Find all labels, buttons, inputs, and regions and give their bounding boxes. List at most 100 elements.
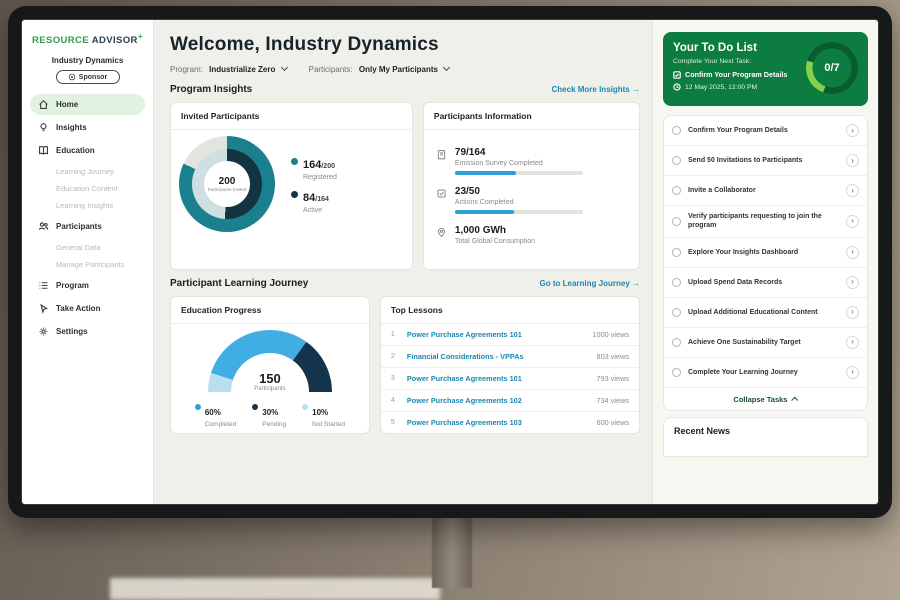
sidebar-item-learning-insights[interactable]: Learning Insights bbox=[56, 201, 114, 211]
lesson-link[interactable]: Power Purchase Agreements 101 bbox=[406, 330, 522, 339]
sidebar-item-insights[interactable]: Insights bbox=[30, 117, 145, 138]
radio-unchecked-icon[interactable] bbox=[672, 156, 681, 165]
legend-total: /164 bbox=[315, 195, 329, 203]
info-label: Emission Survey Completed bbox=[454, 160, 543, 167]
lesson-link[interactable]: Power Purchase Agreements 103 bbox=[406, 418, 522, 427]
chevron-right-icon[interactable]: › bbox=[846, 305, 859, 319]
chevron-right-icon[interactable]: › bbox=[846, 335, 859, 349]
check-more-insights-link[interactable]: Check More Insights → bbox=[552, 85, 640, 94]
go-to-learning-journey-link[interactable]: Go to Learning Journey → bbox=[540, 279, 640, 288]
app-window: RESOURCE ADVISOR+ Industry Dynamics Spon… bbox=[21, 19, 879, 505]
sidebar-item-home[interactable]: Home bbox=[30, 94, 145, 116]
radio-unchecked-icon[interactable] bbox=[672, 186, 681, 195]
chevron-right-icon[interactable]: › bbox=[846, 214, 859, 228]
lesson-link[interactable]: Power Purchase Agreements 101 bbox=[406, 374, 522, 383]
sidebar-item-participants[interactable]: Participants bbox=[30, 216, 145, 237]
sidebar-item-take-action[interactable]: Take Action bbox=[30, 298, 145, 319]
lesson-row: 2 Financial Considerations - VPPAs 803 v… bbox=[380, 346, 639, 368]
lesson-row: 5 Power Purchase Agreements 103 600 view… bbox=[381, 412, 639, 433]
lesson-row: 4 Power Purchase Agreements 102 734 view… bbox=[380, 390, 639, 412]
lesson-link[interactable]: Power Purchase Agreements 102 bbox=[406, 396, 522, 405]
legend-label: Pending bbox=[262, 421, 287, 428]
task-row-confirm-program[interactable]: Confirm Your Program Details › bbox=[664, 116, 867, 146]
participants-filter[interactable]: Participants: Only My Participants bbox=[309, 63, 451, 74]
task-label: Confirm Your Program Details bbox=[688, 126, 788, 134]
arrow-right-icon: → bbox=[632, 279, 640, 288]
chevron-right-icon[interactable]: › bbox=[846, 124, 859, 137]
task-row-invite-collaborator[interactable]: Invite a Collaborator › bbox=[664, 176, 867, 206]
info-row-actions: 23/50 Actions Completed bbox=[436, 186, 627, 214]
sidebar-item-manage-participants[interactable]: Manage Participants bbox=[56, 260, 125, 270]
sidebar-item-label: Education bbox=[56, 146, 95, 156]
sponsor-badge-label: Sponsor bbox=[78, 73, 108, 81]
task-row-upload-educational-content[interactable]: Upload Additional Educational Content › bbox=[664, 298, 867, 328]
survey-icon bbox=[437, 150, 446, 160]
lesson-rank: 5 bbox=[390, 419, 395, 426]
monitor-stand bbox=[432, 516, 472, 588]
lightbulb-icon bbox=[40, 123, 47, 132]
legend-label: Registered bbox=[303, 173, 337, 181]
sponsor-badge[interactable]: Sponsor bbox=[55, 70, 120, 85]
invited-donut-inner-ring: 200 Participants Invited bbox=[192, 149, 262, 219]
chevron-down-icon bbox=[443, 63, 451, 72]
donut-center-label: 200 Participants Invited bbox=[204, 161, 250, 207]
sidebar-item-education[interactable]: Education bbox=[30, 140, 145, 161]
legend-value: 10% bbox=[312, 408, 329, 417]
section-title: Participant Learning Journey bbox=[170, 278, 309, 289]
gauge-center-value: 150 bbox=[259, 371, 281, 386]
radio-unchecked-icon[interactable] bbox=[672, 307, 681, 317]
task-label: Send 50 Invitations to Participants bbox=[688, 156, 803, 164]
learning-cards-row: Education Progress 150 Participants 60% … bbox=[170, 296, 640, 434]
radio-unchecked-icon[interactable] bbox=[672, 277, 681, 287]
consumption-icon bbox=[437, 227, 445, 238]
lesson-rank: 3 bbox=[390, 375, 395, 382]
sidebar-item-label: Take Action bbox=[56, 304, 101, 314]
task-row-upload-spend-data[interactable]: Upload Spend Data Records › bbox=[664, 268, 867, 298]
program-filter[interactable]: Program: Industrialize Zero bbox=[170, 63, 288, 74]
legend-label: Not Started bbox=[312, 421, 346, 428]
info-value: 79/164 bbox=[454, 147, 486, 158]
sidebar-item-education-content[interactable]: Education Content bbox=[56, 184, 118, 194]
link-label: Go to Learning Journey bbox=[539, 279, 630, 288]
radio-unchecked-icon[interactable] bbox=[672, 367, 681, 377]
lesson-link[interactable]: Financial Considerations - VPPAs bbox=[406, 352, 524, 361]
legend-item-completed: 60% Completed bbox=[194, 402, 236, 428]
invited-participants-card: Invited Participants 200 Participants In… bbox=[170, 102, 413, 270]
chevron-right-icon[interactable]: › bbox=[846, 184, 859, 197]
task-row-send-invitations[interactable]: Send 50 Invitations to Participants › bbox=[664, 146, 867, 176]
participants-information-card: Participants Information 79/164 Emission… bbox=[422, 102, 640, 270]
gauge-legend: 60% Completed 30% Pending 10% Not Starte… bbox=[194, 402, 346, 428]
radio-unchecked-icon[interactable] bbox=[672, 126, 681, 135]
collapse-tasks-button[interactable]: Collapse Tasks bbox=[664, 388, 867, 410]
lesson-rank: 4 bbox=[390, 397, 395, 404]
top-lessons-card: Top Lessons 1 Power Purchase Agreements … bbox=[379, 296, 640, 434]
legend-total: /200 bbox=[321, 162, 335, 170]
chevron-right-icon[interactable]: › bbox=[846, 275, 859, 289]
sidebar-item-learning-journey[interactable]: Learning Journey bbox=[56, 167, 114, 177]
logo-plus: + bbox=[137, 32, 143, 41]
sidebar-item-label: Home bbox=[56, 100, 79, 110]
task-row-explore-insights[interactable]: Explore Your Insights Dashboard › bbox=[664, 238, 867, 268]
task-label: Explore Your Insights Dashboard bbox=[688, 248, 799, 256]
radio-unchecked-icon[interactable] bbox=[672, 247, 681, 257]
radio-unchecked-icon[interactable] bbox=[672, 216, 681, 226]
invited-legend: 164/200 Registered 84/164 Active bbox=[291, 148, 337, 221]
chevron-right-icon[interactable]: › bbox=[846, 245, 859, 259]
task-list: Confirm Your Program Details › Send 50 I… bbox=[663, 115, 868, 411]
section-title: Program Insights bbox=[170, 84, 253, 95]
legend-dot bbox=[291, 157, 298, 165]
chevron-right-icon[interactable]: › bbox=[846, 154, 859, 167]
education-progress-card: Education Progress 150 Participants 60% … bbox=[170, 296, 370, 434]
sidebar-item-general-data[interactable]: General Data bbox=[56, 243, 101, 253]
sidebar-item-program[interactable]: Program bbox=[30, 275, 145, 296]
task-row-achieve-target[interactable]: Achieve One Sustainability Target › bbox=[664, 328, 867, 358]
chevron-right-icon[interactable]: › bbox=[846, 365, 859, 379]
radio-unchecked-icon[interactable] bbox=[672, 337, 681, 347]
task-label: Verify participants requesting to join t… bbox=[688, 213, 822, 230]
todo-next-task-label: Confirm Your Program Details bbox=[685, 70, 788, 79]
sidebar-item-settings[interactable]: Settings bbox=[30, 321, 145, 342]
task-label: Upload Additional Educational Content bbox=[688, 308, 818, 316]
legend-value: 164 bbox=[303, 158, 322, 171]
task-row-verify-participants[interactable]: Verify participants requesting to join t… bbox=[664, 206, 867, 238]
task-row-complete-learning-journey[interactable]: Complete Your Learning Journey › bbox=[664, 358, 867, 388]
